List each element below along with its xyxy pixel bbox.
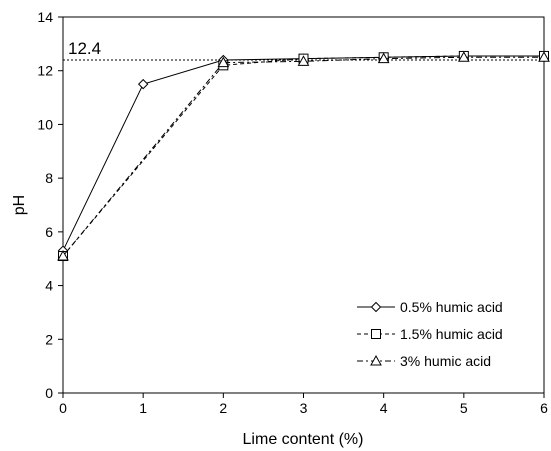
legend-marker (370, 301, 382, 313)
y-tick-label: 10 (37, 116, 53, 132)
x-tick-label: 0 (59, 400, 67, 416)
y-tick-label: 6 (45, 224, 53, 240)
data-point (217, 56, 230, 68)
x-tick-label: 4 (380, 400, 388, 416)
legend-label: 1.5% humic acid (400, 326, 503, 342)
x-tick-label: 3 (300, 400, 308, 416)
y-tick-label: 12 (37, 63, 53, 79)
data-point (377, 52, 390, 64)
y-axis-title: pH (11, 195, 28, 215)
legend-entry: 0.5% humic acid (357, 299, 503, 315)
legend-marker (371, 329, 381, 339)
x-tick-label: 5 (460, 400, 468, 416)
y-tick-label: 8 (45, 170, 53, 186)
series-group (57, 50, 550, 262)
data-point (297, 55, 310, 66)
x-tick-label: 6 (540, 400, 548, 416)
x-axis-title: Lime content (%) (243, 431, 364, 448)
legend-entry: 3% humic acid (357, 353, 491, 369)
data-point (538, 51, 550, 62)
reference-line-label: 12.4 (68, 39, 101, 58)
series-line (62, 56, 544, 257)
y-tick-label: 14 (37, 9, 53, 25)
data-point (457, 51, 470, 62)
data-point (57, 249, 69, 261)
legend: 0.5% humic acid 1.5% humic acid 3% humic a… (357, 299, 503, 369)
x-tick-label: 1 (139, 400, 147, 416)
legend-marker (370, 354, 382, 366)
data-point (137, 78, 149, 90)
legend-label: 0.5% humic acid (400, 299, 503, 315)
y-tick-label: 2 (45, 331, 53, 347)
y-tick-label: 4 (45, 278, 53, 294)
series-triangle (57, 51, 550, 261)
x-tick-label: 2 (219, 400, 227, 416)
legend-label: 3% humic acid (400, 353, 491, 369)
legend-entry: 1.5% humic acid (357, 326, 503, 342)
y-tick-label: 0 (45, 385, 53, 401)
